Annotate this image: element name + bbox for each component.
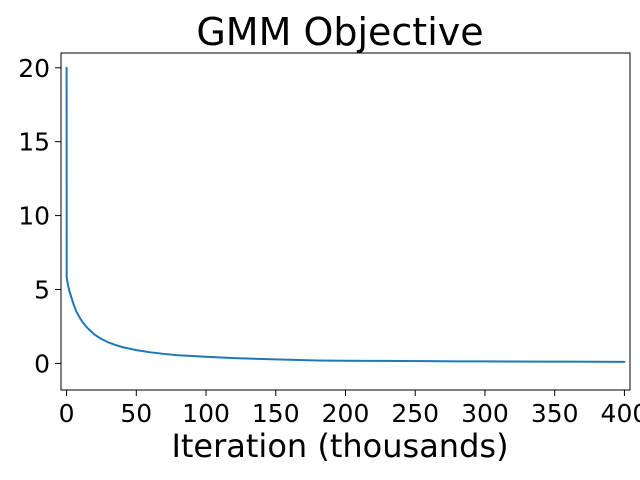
- y-tick-label: 20: [18, 54, 50, 83]
- x-tick-label: 0: [59, 399, 75, 428]
- x-tick-label: 150: [252, 399, 300, 428]
- y-tick-label: 5: [34, 275, 50, 304]
- x-tick-label: 350: [531, 399, 579, 428]
- x-axis: 0 50 100 150 200 250 300 350 400: [59, 390, 640, 428]
- x-tick-label: 200: [322, 399, 370, 428]
- series-line-0: [65, 66, 626, 363]
- chart-title: GMM Objective: [196, 10, 483, 54]
- x-tick-label: 100: [182, 399, 230, 428]
- x-tick-label: 50: [120, 399, 152, 428]
- x-tick-label: 300: [461, 399, 509, 428]
- y-axis: 0 5 10 15 20: [18, 54, 61, 378]
- x-tick-label: 250: [391, 399, 439, 428]
- y-tick-label: 15: [18, 128, 50, 157]
- x-axis-label: Iteration (thousands): [171, 427, 508, 465]
- x-tick-label: 400: [601, 399, 640, 428]
- plot-area-frame: [60, 52, 631, 391]
- y-tick-label: 10: [18, 202, 50, 231]
- series-layer: [65, 66, 626, 363]
- y-tick-label: 0: [34, 349, 50, 378]
